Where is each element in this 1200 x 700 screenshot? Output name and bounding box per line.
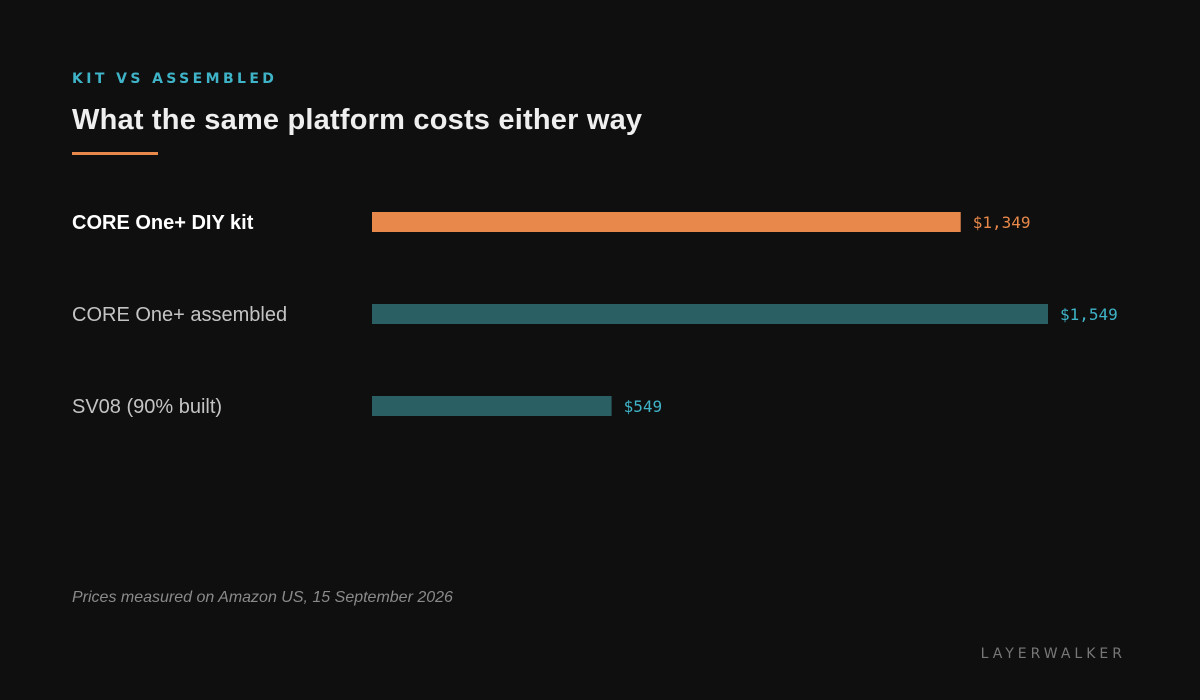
bar (372, 396, 612, 416)
bar (372, 212, 961, 232)
value-label: $1,549 (1060, 305, 1118, 324)
category-label: CORE One+ DIY kit (72, 212, 254, 234)
chart-title: What the same platform costs either way (72, 104, 643, 136)
category-label: SV08 (90% built) (72, 396, 222, 418)
value-label: $1,349 (973, 213, 1031, 232)
value-label: $549 (624, 397, 663, 416)
source-footnote: Prices measured on Amazon US, 15 Septemb… (72, 589, 453, 606)
brand-wordmark: LAYERWALKER (980, 646, 1126, 662)
title-accent-rule (72, 152, 158, 155)
chart-eyebrow: KIT VS ASSEMBLED (72, 71, 278, 87)
category-label: CORE One+ assembled (72, 304, 287, 326)
bar (372, 304, 1048, 324)
